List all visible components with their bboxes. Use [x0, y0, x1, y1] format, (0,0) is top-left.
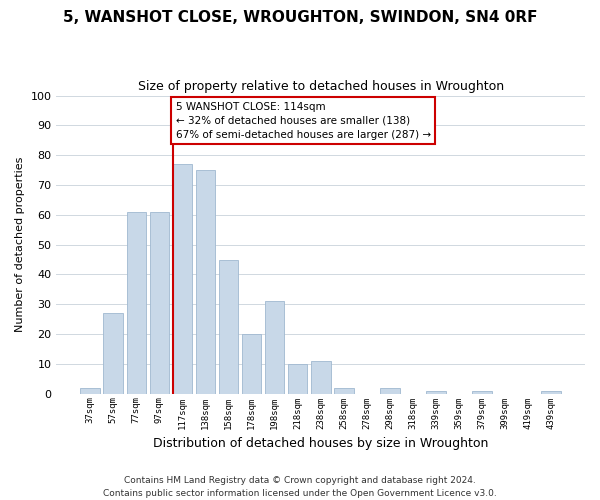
Bar — [380, 388, 400, 394]
Bar — [80, 388, 100, 394]
Bar — [196, 170, 215, 394]
Text: Contains HM Land Registry data © Crown copyright and database right 2024.
Contai: Contains HM Land Registry data © Crown c… — [103, 476, 497, 498]
Bar — [541, 390, 561, 394]
Bar — [173, 164, 192, 394]
Bar — [242, 334, 262, 394]
Bar — [103, 313, 123, 394]
Bar — [334, 388, 353, 394]
Bar — [219, 260, 238, 394]
Bar — [265, 301, 284, 394]
Y-axis label: Number of detached properties: Number of detached properties — [15, 157, 25, 332]
X-axis label: Distribution of detached houses by size in Wroughton: Distribution of detached houses by size … — [153, 437, 488, 450]
Text: 5 WANSHOT CLOSE: 114sqm
← 32% of detached houses are smaller (138)
67% of semi-d: 5 WANSHOT CLOSE: 114sqm ← 32% of detache… — [176, 102, 431, 140]
Title: Size of property relative to detached houses in Wroughton: Size of property relative to detached ho… — [137, 80, 504, 93]
Bar — [311, 361, 331, 394]
Bar — [288, 364, 307, 394]
Bar — [472, 390, 492, 394]
Bar — [127, 212, 146, 394]
Bar — [426, 390, 446, 394]
Text: 5, WANSHOT CLOSE, WROUGHTON, SWINDON, SN4 0RF: 5, WANSHOT CLOSE, WROUGHTON, SWINDON, SN… — [63, 10, 537, 25]
Bar — [149, 212, 169, 394]
